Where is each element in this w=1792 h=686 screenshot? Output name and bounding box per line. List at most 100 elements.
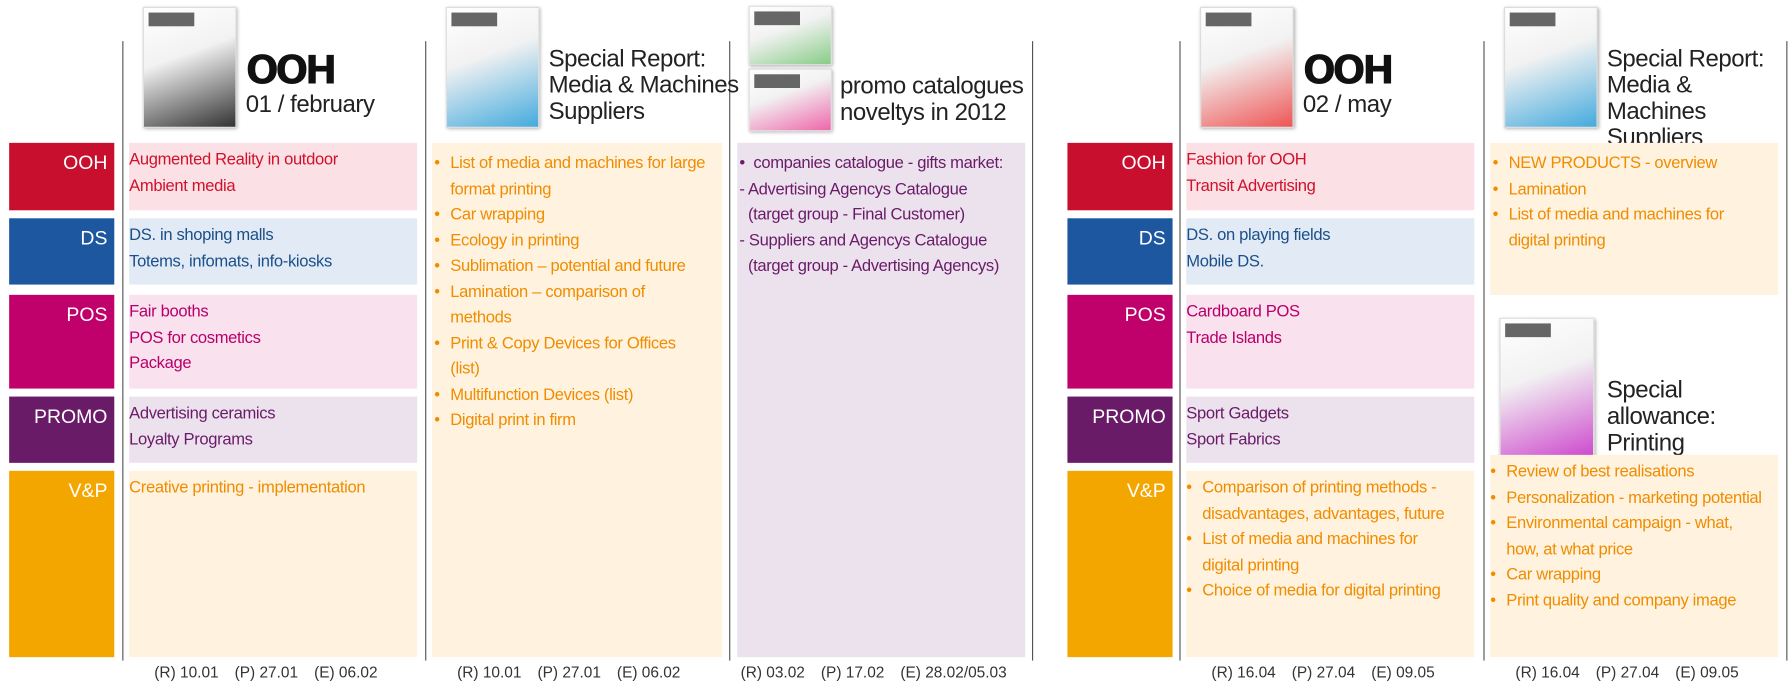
list-item: Fashion for OOH bbox=[1186, 150, 1307, 170]
logo: OOH bbox=[1302, 47, 1395, 94]
cell: DS. on playing fields Mobile DS. bbox=[1186, 218, 1475, 285]
list-item: DS. on playing fields bbox=[1186, 226, 1331, 245]
list-item: List of media and machines for digital p… bbox=[1493, 202, 1765, 253]
cover-masthead bbox=[1509, 12, 1556, 27]
cover bbox=[445, 6, 540, 128]
issue-title: promo catalogues noveltys in 2012 bbox=[839, 73, 1024, 126]
date: (P) 27.04 bbox=[1291, 663, 1356, 682]
row-label: V&P bbox=[1067, 470, 1173, 658]
row-label: POS bbox=[9, 294, 115, 389]
date: (P) 27.01 bbox=[234, 663, 299, 682]
cell: Creative printing - implementation bbox=[129, 470, 418, 658]
date: (P) 27.01 bbox=[537, 663, 601, 682]
list-item: - Advertising Agencys Catalogue bbox=[739, 179, 968, 199]
list-item: Car wrapping bbox=[1490, 562, 1764, 588]
list-item: POS for cosmetics bbox=[129, 328, 261, 347]
title-line: 02 / may bbox=[1302, 91, 1392, 118]
list-item: Totems, infomats, info-kiosks bbox=[129, 251, 332, 271]
cell: Advertising ceramics Loyalty Programs bbox=[129, 396, 418, 463]
issue-title: Special Report: Media & Machines Suppliers bbox=[1607, 46, 1792, 151]
list-item: NEW PRODUCTS - overview bbox=[1493, 151, 1765, 177]
list-item: List of media and machines for digital p… bbox=[1186, 527, 1451, 578]
cell: Fair booths POS for cosmetics Package bbox=[129, 294, 418, 389]
list-item: Print quality and company image bbox=[1490, 588, 1764, 614]
divider bbox=[1786, 41, 1788, 661]
issue-title: 01 / february bbox=[246, 91, 375, 117]
list-item: Digital print in firm bbox=[434, 408, 708, 434]
cover bbox=[748, 5, 832, 66]
cell: Augmented Reality in outdoor Ambient medi… bbox=[129, 142, 418, 211]
list-item: Ecology in printing bbox=[434, 228, 708, 254]
title-line: noveltys in 2012 bbox=[839, 99, 1007, 126]
list-item: Sublimation – potential and future bbox=[434, 254, 708, 280]
date: (E) 06.02 bbox=[616, 663, 681, 682]
title-line: Special Report: bbox=[1606, 45, 1765, 72]
cover bbox=[1199, 6, 1294, 128]
issue-title: Special allowance: Printing bbox=[1607, 377, 1792, 456]
date: (P) 17.02 bbox=[820, 663, 885, 682]
row-label: DS bbox=[1067, 218, 1173, 285]
cover bbox=[1499, 317, 1595, 461]
cover bbox=[1503, 6, 1598, 128]
row-label: OOH bbox=[1067, 142, 1173, 211]
box: • companies catalogue - gifts market: - A… bbox=[737, 142, 1026, 658]
title-line: Special allowance: bbox=[1606, 377, 1716, 430]
date: (R) 10.01 bbox=[457, 663, 522, 682]
cell: Comparison of printing methods - disadva… bbox=[1186, 470, 1475, 658]
list-item: Multifunction Devices (list) bbox=[434, 382, 708, 408]
date: (R) 16.04 bbox=[1515, 663, 1580, 682]
list-item: Fair booths bbox=[129, 302, 209, 322]
list-item: Trade Islands bbox=[1186, 328, 1282, 347]
title-line: 01 / february bbox=[245, 91, 375, 118]
list-item: Print & Copy Devices for Offices (list) bbox=[434, 331, 708, 382]
list-item: Sport Fabrics bbox=[1186, 430, 1281, 449]
dates: (R) 03.02 (P) 17.02 (E) 28.02/05.03 bbox=[741, 664, 1023, 681]
dates: (R) 16.04 (P) 27.04 (E) 09.05 bbox=[1515, 664, 1754, 681]
divider bbox=[1483, 41, 1485, 661]
list-item: Advertising ceramics bbox=[129, 404, 276, 423]
list-item: Personalization - marketing potential bbox=[1490, 485, 1764, 511]
list-item: Comparison of printing methods - disadva… bbox=[1186, 475, 1451, 526]
list-item: Environmental campaign - what, how, at w… bbox=[1490, 511, 1764, 562]
list-item: Loyalty Programs bbox=[129, 430, 253, 449]
list-item: Augmented Reality in outdoor bbox=[129, 150, 338, 170]
cell: Fashion for OOH Transit Advertising bbox=[1186, 142, 1475, 211]
logo: OOH bbox=[245, 47, 338, 94]
cover-masthead bbox=[754, 74, 800, 88]
title-line: Media & Machines bbox=[1606, 71, 1707, 125]
cell: Sport Gadgets Sport Fabrics bbox=[1186, 396, 1475, 463]
list-item: - Suppliers and Agencys Catalogue bbox=[739, 231, 987, 250]
list-item: Transit Advertising bbox=[1186, 176, 1316, 195]
title-line: Special Report: bbox=[548, 45, 707, 72]
box: List of media and machines for large for… bbox=[431, 142, 723, 658]
list-item: Choice of media for digital printing bbox=[1186, 578, 1451, 604]
divider bbox=[1031, 41, 1034, 661]
cover-masthead bbox=[1505, 323, 1551, 338]
box: Review of best realisationsPersonalizati… bbox=[1490, 454, 1779, 658]
date: (E) 28.02/05.03 bbox=[900, 663, 1007, 682]
dates: (R) 10.01 (P) 27.01 (E) 06.02 bbox=[457, 664, 696, 681]
cell: DS. in shoping malls Totems, infomats, in… bbox=[129, 218, 418, 285]
title-line: Printing bbox=[1606, 429, 1685, 456]
cover bbox=[748, 68, 832, 132]
list-item: Lamination bbox=[1493, 177, 1765, 203]
list-item: Cardboard POS bbox=[1186, 302, 1300, 322]
divider bbox=[122, 41, 124, 661]
cover-masthead bbox=[754, 11, 800, 26]
divider bbox=[425, 41, 427, 661]
list-item: (target group - Advertising Agencys) bbox=[739, 257, 1000, 276]
dates: (R) 16.04 (P) 27.04 (E) 09.05 bbox=[1211, 664, 1450, 681]
list-item: Ambient media bbox=[129, 176, 236, 195]
date: (E) 09.05 bbox=[1675, 663, 1739, 682]
issue-title: 02 / may bbox=[1302, 91, 1392, 118]
row-label: PROMO bbox=[9, 396, 115, 463]
cover-masthead bbox=[1205, 12, 1252, 27]
list-item: Lamination – comparison of methods bbox=[434, 279, 708, 330]
date: (E) 06.02 bbox=[314, 663, 378, 682]
list-item: (target group - Final Customer) bbox=[739, 205, 965, 224]
cover bbox=[142, 6, 237, 128]
list-item: Sport Gadgets bbox=[1186, 404, 1289, 423]
list-item: Creative printing - implementation bbox=[129, 478, 366, 498]
